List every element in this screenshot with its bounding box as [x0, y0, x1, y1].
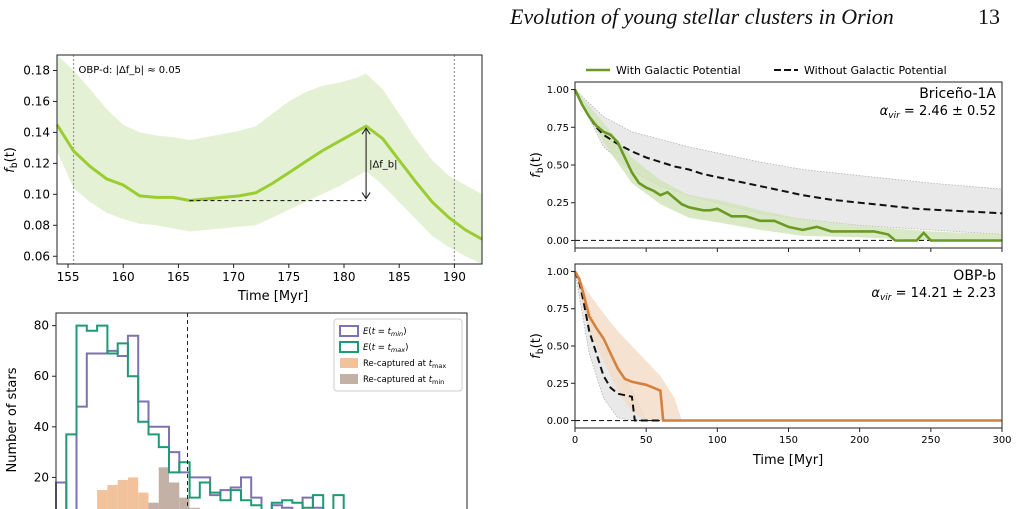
running-title: Evolution of young stellar clusters in O…	[510, 4, 894, 29]
E-tmax-step	[65, 324, 345, 509]
y-tick-label: 0.00	[547, 236, 569, 247]
panel-a-fb-zoom: Time [Myr] |Δf_b| OBP-d: |Δf_b| ≈ 0.05 0.0…	[3, 54, 483, 304]
cluster-label: OBP-b	[953, 268, 996, 284]
y-tick-label: 80	[34, 319, 49, 333]
panel-d-obp-b: Time [Myr] 0.00 0.25 0.50 0.75 1.00 0 50 100 150…	[529, 263, 1012, 468]
recaptured-tmax-bar	[107, 485, 118, 509]
panel-c-briceno-1a: 0.00 0.25 0.50 0.75 1.00 Briceño-1A αvir = 2.4…	[529, 64, 1003, 252]
panel-a-x-label: Time [Myr]	[237, 289, 308, 304]
x-tick-label: 100	[708, 435, 727, 446]
E-tmin-step	[55, 334, 325, 509]
obp-d-annotation: OBP-d: |Δf_b| ≈ 0.05	[79, 65, 182, 76]
legend-label: E(t = tmin)	[363, 327, 407, 338]
y-tick-label: 20	[34, 470, 49, 484]
legend-swatch	[340, 358, 358, 368]
y-axis-label: fb(t)	[529, 333, 546, 359]
panel-b-energy-histogram: Number of stars 20 40 60 80 E(t = tmin) E(t =…	[5, 312, 468, 509]
fb-median-line	[55, 123, 483, 241]
fb-confidence-band	[57, 55, 482, 264]
recaptured-tmin-bar	[148, 502, 159, 509]
x-tick-label: 50	[640, 435, 653, 446]
recaptured-tmax-bar	[138, 492, 149, 509]
legend-swatch	[339, 325, 359, 337]
page-number: 13	[978, 4, 1000, 29]
x-tick-label: 150	[779, 435, 798, 446]
y-tick-label: 40	[34, 420, 49, 434]
x-tick-label: 175	[277, 270, 300, 284]
without-galactic-line	[574, 271, 1002, 422]
legend-swatch	[339, 341, 359, 353]
y-tick-label: 1.00	[547, 267, 569, 278]
panel-b-y-label: Number of stars	[5, 367, 20, 472]
legend-label-with: With Galactic Potential	[616, 64, 741, 77]
without-galactic-line	[574, 89, 1003, 215]
x-tick-label: 0	[572, 435, 578, 446]
y-tick-label: 0.25	[547, 379, 569, 390]
recaptured-tmin-bar	[189, 507, 200, 509]
x-tick-label: 160	[112, 270, 135, 284]
panel-a-y-label-rich: fb(t)	[3, 147, 20, 173]
legend-label: Re-captured at tmin	[363, 375, 444, 386]
panel-b-frame	[55, 312, 468, 509]
legend-label: Re-captured at tmax	[363, 359, 446, 370]
recaptured-tmin-bar	[179, 497, 190, 509]
y-tick-label: 0.16	[23, 94, 50, 108]
y-tick-label: 60	[34, 369, 49, 383]
cluster-label: Briceño-1A	[919, 86, 996, 102]
recaptured-tmax-bar	[97, 490, 108, 509]
with-band	[575, 271, 682, 421]
panel-d-x-label: Time [Myr]	[752, 453, 823, 468]
y-tick-label: 0.14	[23, 125, 50, 139]
x-tick-label: 300	[992, 435, 1011, 446]
y-tick-label: 1.00	[547, 85, 569, 96]
y-tick-label: 0.00	[547, 416, 569, 427]
x-tick-label: 185	[388, 270, 411, 284]
y-tick-label: 0.50	[547, 161, 569, 172]
legend-label: E(t = tmax)	[363, 343, 408, 354]
legend-label-without: Without Galactic Potential	[804, 64, 947, 77]
x-tick-label: 190	[443, 270, 466, 284]
y-tick-label: 0.06	[23, 249, 50, 263]
x-tick-label: 170	[222, 270, 245, 284]
with-galactic-line	[573, 270, 1002, 422]
x-tick-label: 200	[850, 435, 869, 446]
y-tick-label: 0.08	[23, 218, 50, 232]
x-tick-label: 155	[57, 270, 80, 284]
y-tick-label: 0.18	[23, 63, 50, 77]
recaptured-tmin-bar	[169, 482, 180, 509]
y-tick-label: 0.12	[23, 156, 50, 170]
arrow-head-down	[361, 192, 371, 200]
legend-box	[333, 318, 463, 392]
arrow-head-up	[361, 127, 371, 135]
y-tick-label: 0.10	[23, 187, 50, 201]
recaptured-tmax-bar	[127, 477, 139, 509]
y-axis-label: fb(t)	[529, 152, 546, 178]
virial-parameter-label: αvir = 2.46 ± 0.52	[880, 104, 996, 121]
y-tick-label: 0.50	[547, 342, 569, 353]
y-tick-label: 0.75	[547, 123, 569, 134]
recaptured-tmax-bar	[117, 479, 128, 509]
x-tick-label: 165	[167, 270, 190, 284]
legend-swatch	[340, 374, 358, 384]
with-galactic-line	[573, 88, 1002, 242]
y-tick-label: 0.75	[547, 304, 569, 315]
x-tick-label: 180	[333, 270, 356, 284]
x-tick-label: 250	[921, 435, 940, 446]
y-tick-label: 0.25	[547, 198, 569, 209]
panel-a-frame	[56, 54, 483, 265]
delta-label: |Δf_b|	[369, 159, 397, 170]
virial-parameter-label: αvir = 14.21 ± 2.23	[871, 286, 996, 303]
recaptured-tmin-bar	[158, 467, 170, 509]
